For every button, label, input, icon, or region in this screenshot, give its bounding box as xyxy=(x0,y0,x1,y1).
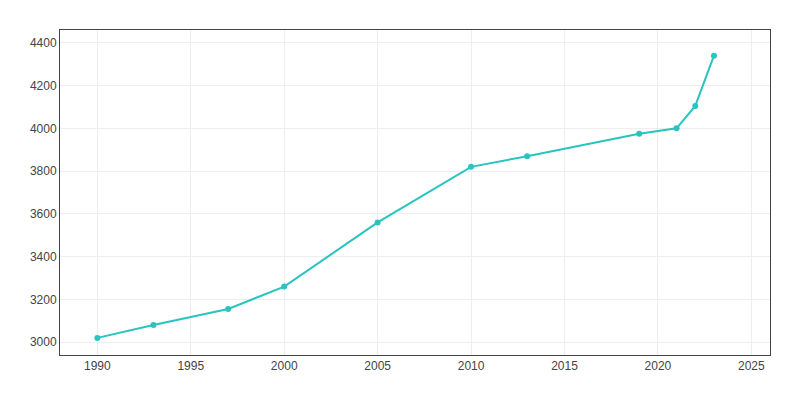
svg-text:2005: 2005 xyxy=(364,359,391,373)
svg-text:1995: 1995 xyxy=(177,359,204,373)
svg-text:2015: 2015 xyxy=(551,359,578,373)
svg-text:2020: 2020 xyxy=(645,359,672,373)
svg-text:4200: 4200 xyxy=(30,79,57,93)
svg-text:2025: 2025 xyxy=(738,359,765,373)
svg-text:3200: 3200 xyxy=(30,293,57,307)
svg-text:4000: 4000 xyxy=(30,122,57,136)
svg-text:3000: 3000 xyxy=(30,335,57,349)
svg-text:3800: 3800 xyxy=(30,164,57,178)
svg-text:3600: 3600 xyxy=(30,207,57,221)
svg-text:2000: 2000 xyxy=(271,359,298,373)
svg-text:2010: 2010 xyxy=(458,359,485,373)
svg-text:3400: 3400 xyxy=(30,250,57,264)
svg-text:1990: 1990 xyxy=(84,359,111,373)
svg-text:4400: 4400 xyxy=(30,36,57,50)
